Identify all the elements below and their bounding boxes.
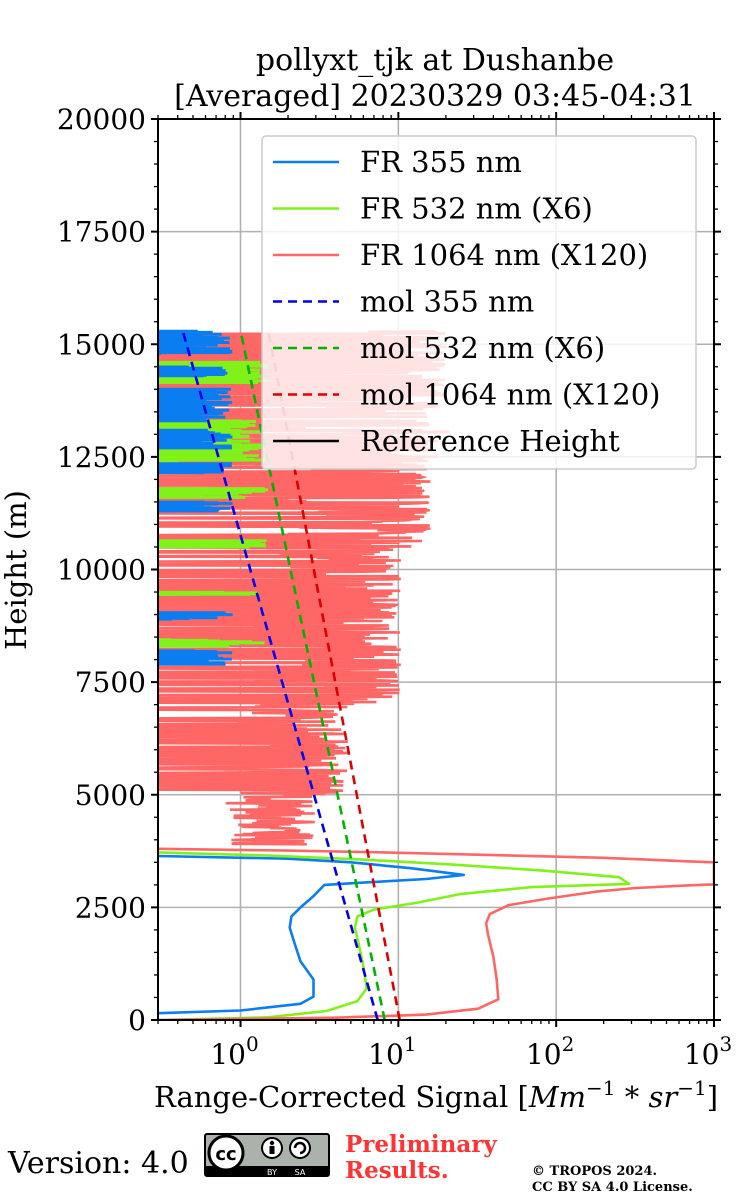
x-tick-label: 100 [210, 1032, 258, 1071]
version-label: Version: 4.0 [8, 1146, 189, 1181]
svg-text:cc: cc [215, 1144, 236, 1165]
legend-box [261, 135, 697, 470]
y-axis-label: Height (m) [0, 490, 33, 650]
x-axis-label: Range-Corrected Signal [Mm−1 * sr−1] [154, 1076, 718, 1114]
legend-label-3: mol 355 nm [360, 285, 534, 319]
y-tick-label: 0 [128, 1004, 146, 1037]
y-tick-label: 15000 [57, 328, 146, 361]
svg-text:BY: BY [267, 1168, 277, 1177]
y-tick-label: 17500 [57, 216, 146, 249]
y-tick-label: 5000 [75, 779, 146, 812]
legend: FR 355 nm FR 532 nm (X6) FR 1064 nm (X120)… [261, 135, 697, 470]
x-tick-label: 103 [684, 1032, 732, 1071]
y-tick-label: 20000 [57, 103, 146, 136]
y-tick-label: 12500 [57, 441, 146, 474]
series-line-0 [158, 854, 466, 1015]
legend-label-5: mol 1064 nm (X120) [360, 378, 661, 412]
legend-label-6: Reference Height [360, 424, 620, 458]
legend-label-2: FR 1064 nm (X120) [360, 238, 648, 272]
noise-layer [158, 329, 450, 846]
legend-label-4: mol 532 nm (X6) [360, 331, 605, 365]
copyright-notice: © TROPOS 2024. CC BY SA 4.0 License. [532, 1164, 693, 1195]
y-tick-label: 7500 [75, 666, 146, 699]
preliminary-results-notice: Preliminary Results. [345, 1131, 497, 1184]
fr-1064-noise [158, 329, 450, 846]
series-line-1 [158, 851, 631, 1020]
x-tick-label: 102 [526, 1032, 574, 1071]
y-tick-label: 10000 [57, 554, 146, 587]
svg-text:SA: SA [295, 1168, 306, 1177]
legend-label-0: FR 355 nm [360, 145, 522, 179]
y-tick-label: 2500 [75, 891, 146, 924]
chart-title: pollyxt_tjk at Dushanbe [255, 43, 615, 78]
fr-355-noise [158, 329, 233, 666]
x-tick-label: 101 [368, 1032, 416, 1071]
series-line-5 [267, 330, 401, 1020]
cc-by-sa-logo: cc BY SA [204, 1133, 330, 1177]
chart-subtitle: [Averaged] 20230329 03:45-04:31 [174, 79, 696, 114]
ticks: 0 2500 5000 7500 10000 12500 15000 17500 20000 10… [57, 103, 732, 1071]
series-line-2 [158, 847, 714, 1020]
legend-label-1: FR 532 nm (X6) [360, 192, 593, 226]
